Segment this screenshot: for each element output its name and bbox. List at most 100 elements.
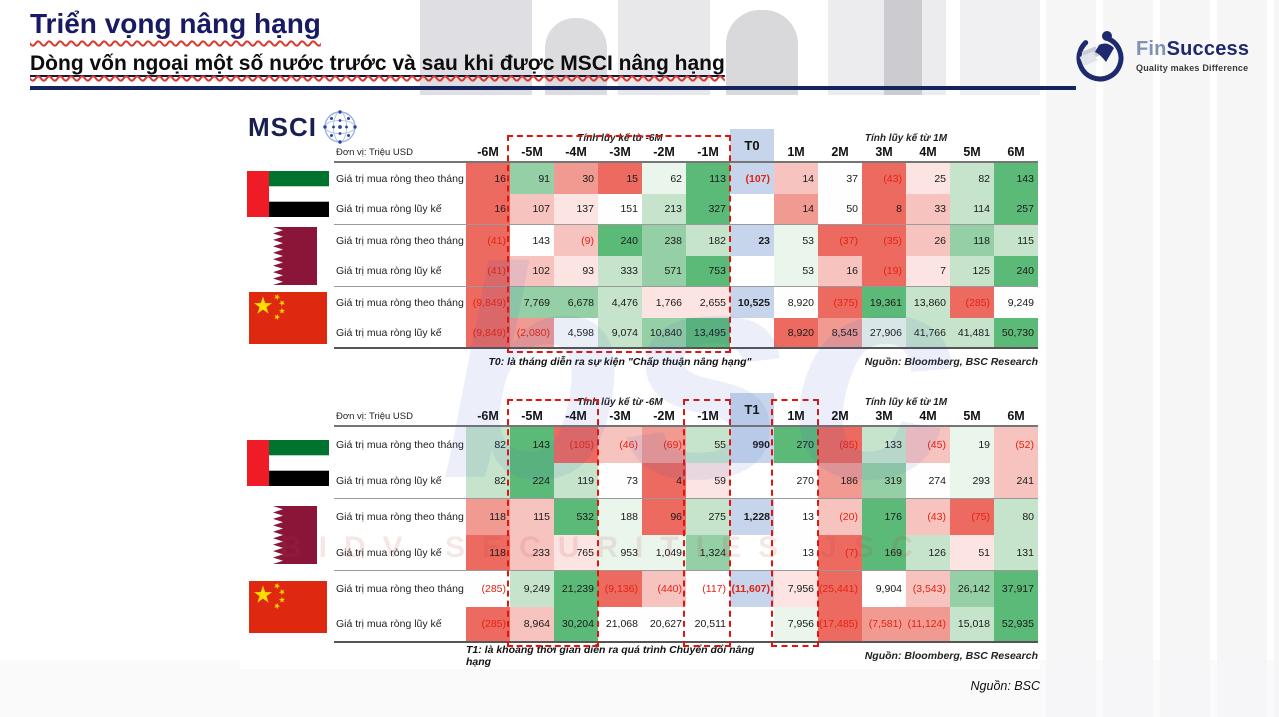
row-label: Giá trị mua ròng lũy kế [334, 607, 466, 643]
table-cell [730, 607, 774, 643]
table-cell: 274 [906, 463, 950, 499]
table-cell: 4,476 [598, 287, 642, 318]
table-cell: 953 [598, 535, 642, 571]
column-header: 2M [818, 145, 862, 163]
table-cell: 25 [906, 163, 950, 194]
msci-logo-text: MSCI [248, 111, 317, 142]
table-cell: 80 [994, 499, 1038, 535]
table-cell: (11,124) [906, 607, 950, 643]
table-cell: 6,678 [554, 287, 598, 318]
table-cell: 241 [994, 463, 1038, 499]
table-cell: (11,607) [730, 571, 774, 607]
table-cell: 319 [862, 463, 906, 499]
table-cell: 53 [774, 256, 818, 287]
table-cell: 270 [774, 427, 818, 463]
table-cell [730, 463, 774, 499]
uae-flag-icon [247, 440, 329, 486]
unit-label: Đơn vị: Triệu USD [334, 409, 466, 427]
table-cell: 257 [994, 194, 1038, 225]
table-cell: 131 [994, 535, 1038, 571]
table-cell: 240 [994, 256, 1038, 287]
table-cell: (7) [818, 535, 862, 571]
table-cell: 50 [818, 194, 862, 225]
table-cell: (41) [466, 256, 510, 287]
qatar-flag-icon [259, 227, 317, 285]
background-silhouette [618, 0, 710, 95]
table-source: Nguồn: Bloomberg, BSC Research [864, 649, 1038, 662]
column-header: 5M [950, 409, 994, 427]
table-cell: 233 [510, 535, 554, 571]
table-cell: 102 [510, 256, 554, 287]
table-cell: 275 [686, 499, 730, 535]
table-cell: 50,730 [994, 318, 1038, 349]
table-cell: 532 [554, 499, 598, 535]
table-cell: 143 [510, 225, 554, 256]
group-label-right: Tính lũy kế từ 1M [864, 397, 948, 408]
table-pre-approval-t0: Tính lũy kế từ -6M Tính lũy kế từ 1M T0 Đơn… [242, 129, 1038, 371]
table-cell: 37 [818, 163, 862, 194]
table-cell [730, 256, 774, 287]
msci-globe-icon [323, 110, 357, 144]
table-cell: 213 [642, 194, 686, 225]
table-cell: 20,627 [642, 607, 686, 643]
table-cell: (285) [950, 287, 994, 318]
table-cell: 16 [818, 256, 862, 287]
table-cell: 8,920 [774, 287, 818, 318]
page-subtitle-text: Dòng vốn ngoại một số nước trước và sau … [30, 52, 725, 75]
table-cell: 55 [686, 427, 730, 463]
row-label: Giá trị mua ròng theo tháng [336, 296, 464, 309]
table-cell: (285) [466, 571, 510, 607]
background-silhouette [960, 0, 1040, 95]
table-transition-t1: Tính lũy kế từ -6M Tính lũy kế từ 1M T1 Đơn… [242, 393, 1038, 668]
event-column-header: T0 [730, 129, 774, 163]
background-silhouette [828, 0, 946, 95]
table-cell: 82 [950, 163, 994, 194]
table-cell: 15,018 [950, 607, 994, 643]
table-cell: 9,249 [994, 287, 1038, 318]
table-cell: (69) [642, 427, 686, 463]
table-cell: 21,068 [598, 607, 642, 643]
column-header: -1M [686, 409, 730, 427]
column-header: 1M [774, 409, 818, 427]
row-label: Giá trị mua ròng theo tháng [336, 234, 464, 247]
row-label: Giá trị mua ròng theo tháng [336, 583, 464, 595]
msci-logo: MSCI [248, 109, 358, 145]
qatar-flag [242, 225, 334, 287]
header-divider [30, 86, 1076, 90]
page-title: Triển vọng nâng hạng [30, 8, 321, 39]
column-header: -5M [510, 409, 554, 427]
table-cell: 188 [598, 499, 642, 535]
table-cell: 7,769 [510, 287, 554, 318]
table-cell: 125 [950, 256, 994, 287]
table-cell: 8 [862, 194, 906, 225]
table-footnote: T0: là tháng diễn ra sự kiện "Chấp thuận… [488, 355, 752, 368]
table-cell: (43) [906, 499, 950, 535]
china-flag [242, 287, 334, 349]
table-cell: 9,249 [510, 571, 554, 607]
brand-fin: Fin [1136, 37, 1167, 60]
china-flag-icon [249, 292, 327, 344]
brand-tagline: Quality makes Difference [1136, 62, 1249, 73]
table-cell: 270 [774, 463, 818, 499]
table-cell [730, 535, 774, 571]
table-cell: (41) [466, 225, 510, 256]
table-cell: 9,904 [862, 571, 906, 607]
china-flag-icon [249, 581, 327, 633]
table-cell: (7,581) [862, 607, 906, 643]
column-header: 3M [862, 145, 906, 163]
table-cell: 115 [994, 225, 1038, 256]
table-cell: 990 [730, 427, 774, 463]
table-cell: 51 [950, 535, 994, 571]
table-cell: 126 [906, 535, 950, 571]
table-cell: 14 [774, 194, 818, 225]
uae-flag [242, 427, 334, 499]
table-cell: 119 [554, 463, 598, 499]
table-cell: 13 [774, 499, 818, 535]
table-cell: 41,481 [950, 318, 994, 349]
table-cell: (285) [466, 607, 510, 643]
table-cell: 327 [686, 194, 730, 225]
table-cell: 240 [598, 225, 642, 256]
table-cell: 137 [554, 194, 598, 225]
table-cell: 8,920 [774, 318, 818, 349]
